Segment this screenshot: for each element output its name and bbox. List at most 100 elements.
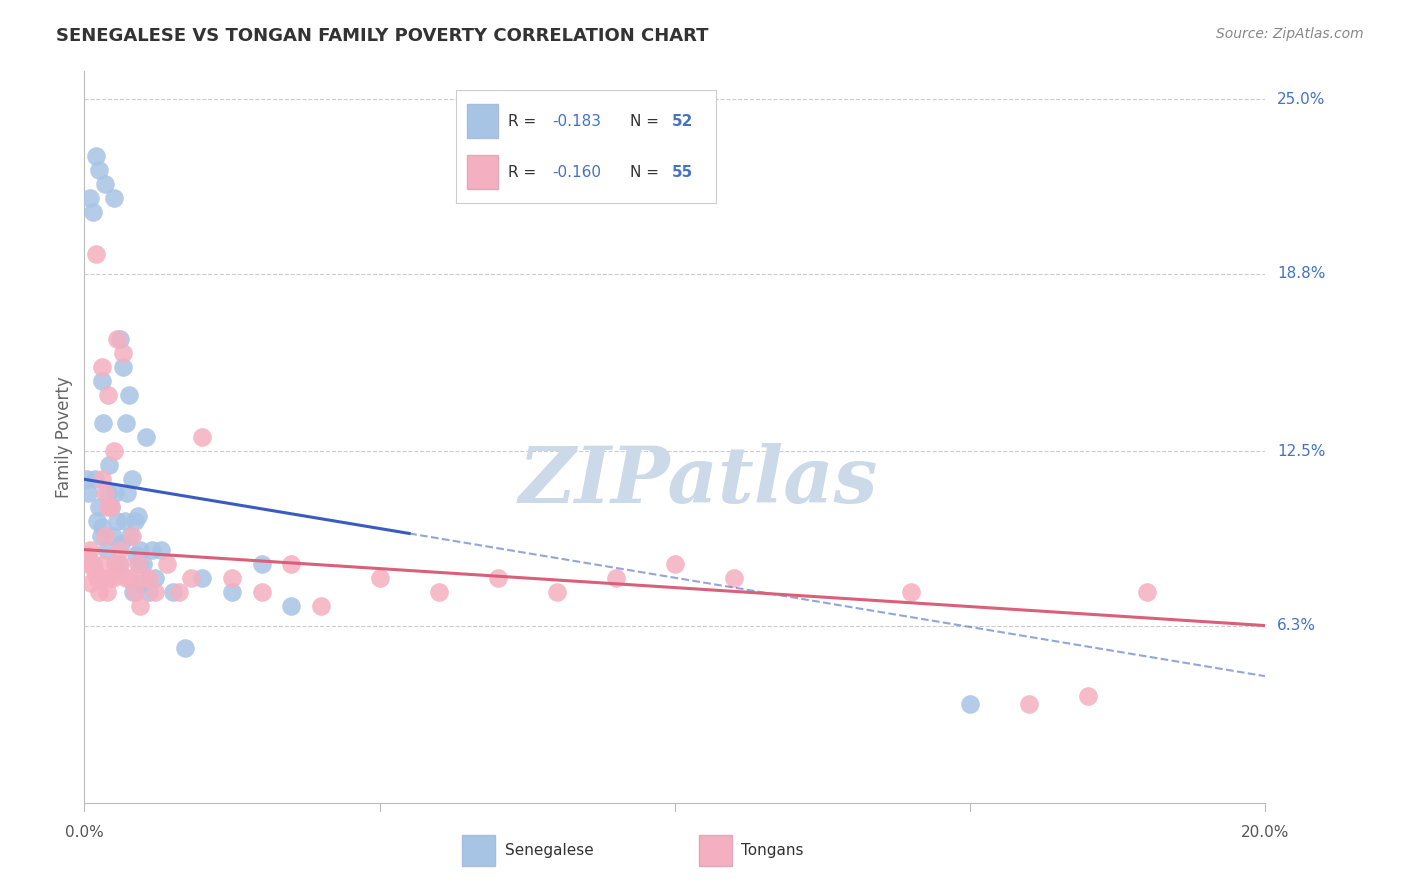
Point <box>107 542 129 557</box>
Point <box>94 528 117 542</box>
Point <box>309 599 332 613</box>
Point <box>103 191 125 205</box>
Point <box>110 537 132 551</box>
Point <box>84 565 107 579</box>
Point <box>250 557 273 571</box>
Point <box>86 515 108 529</box>
Point <box>77 557 100 571</box>
Point <box>138 571 160 585</box>
Point <box>138 584 160 599</box>
Text: 0.0%: 0.0% <box>65 825 104 840</box>
Point <box>90 571 112 585</box>
Point <box>87 500 111 515</box>
Point <box>141 542 163 557</box>
Point <box>101 571 124 585</box>
Point <box>156 557 179 571</box>
Text: 12.5%: 12.5% <box>1277 443 1326 458</box>
Point <box>107 557 129 571</box>
Point <box>98 571 121 585</box>
Point <box>108 332 131 346</box>
Point <box>105 332 128 346</box>
Point <box>76 548 98 562</box>
Point <box>87 584 111 599</box>
Point <box>132 557 155 571</box>
Point <box>135 430 157 444</box>
Point <box>96 584 118 599</box>
Text: SENEGALESE VS TONGAN FAMILY POVERTY CORRELATION CHART: SENEGALESE VS TONGAN FAMILY POVERTY CORR… <box>56 27 709 45</box>
Point <box>118 571 141 585</box>
Point <box>104 486 127 500</box>
Point <box>180 571 202 585</box>
Point <box>84 247 107 261</box>
Point <box>143 584 166 599</box>
Point <box>91 472 114 486</box>
Point <box>94 486 117 500</box>
Point <box>221 571 243 585</box>
Point <box>121 584 143 599</box>
Point <box>76 472 98 486</box>
Text: Source: ZipAtlas.com: Source: ZipAtlas.com <box>1216 27 1364 41</box>
Point <box>80 576 103 591</box>
Point <box>121 528 143 542</box>
Point <box>1077 689 1099 703</box>
Y-axis label: Family Poverty: Family Poverty <box>55 376 73 498</box>
Point <box>91 520 114 534</box>
Point <box>82 205 104 219</box>
Text: 6.3%: 6.3% <box>1277 618 1316 633</box>
Point <box>664 557 686 571</box>
Point <box>91 374 114 388</box>
Point <box>77 486 100 500</box>
Point <box>128 557 150 571</box>
Point <box>105 515 128 529</box>
Point <box>97 486 120 500</box>
Point <box>101 528 124 542</box>
Point <box>129 542 152 557</box>
Point <box>150 542 173 557</box>
Point <box>221 584 243 599</box>
Point <box>114 571 136 585</box>
Point <box>143 571 166 585</box>
Point <box>959 698 981 712</box>
Point <box>191 571 214 585</box>
Text: 25.0%: 25.0% <box>1277 92 1326 107</box>
Text: ZIPatlas: ZIPatlas <box>519 442 879 519</box>
Point <box>1018 698 1040 712</box>
Point <box>167 584 190 599</box>
Point <box>723 571 745 585</box>
Point <box>104 557 127 571</box>
Point <box>100 500 122 515</box>
Point <box>90 528 112 542</box>
Point <box>111 359 134 374</box>
Point <box>127 508 149 523</box>
Point <box>546 584 568 599</box>
Point <box>82 557 104 571</box>
Point <box>427 584 450 599</box>
Point <box>84 472 107 486</box>
Point <box>120 528 142 542</box>
Text: 18.8%: 18.8% <box>1277 267 1326 281</box>
Point <box>368 571 391 585</box>
Point <box>97 388 120 402</box>
Point <box>129 599 152 613</box>
Point <box>131 576 153 591</box>
Text: 20.0%: 20.0% <box>1241 825 1289 840</box>
Point <box>108 557 131 571</box>
Point <box>191 430 214 444</box>
Point <box>91 359 114 374</box>
Point <box>127 557 149 571</box>
Point <box>87 162 111 177</box>
Point <box>280 557 302 571</box>
Point <box>115 486 138 500</box>
Point <box>111 345 134 359</box>
Point <box>173 641 195 656</box>
Point <box>162 584 184 599</box>
Point <box>900 584 922 599</box>
Point <box>250 584 273 599</box>
Point <box>84 149 107 163</box>
Point <box>100 500 122 515</box>
Point <box>114 416 136 430</box>
Point <box>124 515 146 529</box>
Point <box>103 444 125 458</box>
Point <box>605 571 627 585</box>
Point <box>118 388 141 402</box>
